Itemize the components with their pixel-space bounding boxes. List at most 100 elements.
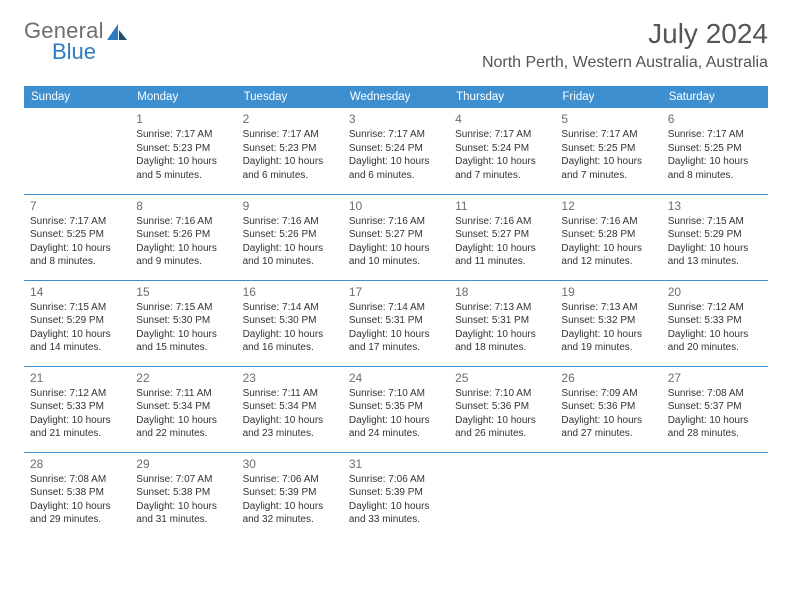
calendar-cell: 18Sunrise: 7:13 AMSunset: 5:31 PMDayligh… (449, 280, 555, 366)
col-tuesday: Tuesday (237, 86, 343, 108)
day-info: Sunrise: 7:16 AMSunset: 5:26 PMDaylight:… (243, 215, 337, 269)
day-info: Sunrise: 7:13 AMSunset: 5:31 PMDaylight:… (455, 301, 549, 355)
day-sunset: Sunset: 5:25 PM (30, 228, 124, 242)
day-daylight: Daylight: 10 hours and 7 minutes. (561, 155, 655, 182)
day-number: 1 (136, 112, 230, 126)
day-sunrise: Sunrise: 7:17 AM (668, 128, 762, 142)
calendar-cell: 14Sunrise: 7:15 AMSunset: 5:29 PMDayligh… (24, 280, 130, 366)
day-number: 12 (561, 199, 655, 213)
col-thursday: Thursday (449, 86, 555, 108)
calendar-cell: 8 Sunrise: 7:16 AMSunset: 5:26 PMDaylight… (130, 194, 236, 280)
day-info: Sunrise: 7:15 AMSunset: 5:29 PMDaylight:… (30, 301, 124, 355)
day-daylight: Daylight: 10 hours and 8 minutes. (668, 155, 762, 182)
day-daylight: Daylight: 10 hours and 26 minutes. (455, 414, 549, 441)
day-info: Sunrise: 7:12 AMSunset: 5:33 PMDaylight:… (30, 387, 124, 441)
calendar-cell: 20 Sunrise: 7:12 AMSunset: 5:33 PMDayligh… (662, 280, 768, 366)
day-sunset: Sunset: 5:32 PM (561, 314, 655, 328)
day-number: 10 (349, 199, 443, 213)
day-sunrise: Sunrise: 7:10 AM (455, 387, 549, 401)
day-info: Sunrise: 7:14 AMSunset: 5:31 PMDaylight:… (349, 301, 443, 355)
day-info: Sunrise: 7:15 AMSunset: 5:30 PMDaylight:… (136, 301, 230, 355)
calendar-cell: 5Sunrise: 7:17 AMSunset: 5:25 PMDaylight… (555, 108, 661, 194)
col-sunday: Sunday (24, 86, 130, 108)
day-info: Sunrise: 7:10 AMSunset: 5:35 PMDaylight:… (349, 387, 443, 441)
day-sunrise: Sunrise: 7:16 AM (349, 215, 443, 229)
calendar-cell: 22Sunrise: 7:11 AMSunset: 5:34 PMDayligh… (130, 366, 236, 452)
day-sunrise: Sunrise: 7:14 AM (243, 301, 337, 315)
day-daylight: Daylight: 10 hours and 5 minutes. (136, 155, 230, 182)
day-sunset: Sunset: 5:26 PM (243, 228, 337, 242)
day-sunrise: Sunrise: 7:15 AM (30, 301, 124, 315)
day-daylight: Daylight: 10 hours and 14 minutes. (30, 328, 124, 355)
day-sunset: Sunset: 5:38 PM (30, 486, 124, 500)
calendar-week: 14Sunrise: 7:15 AMSunset: 5:29 PMDayligh… (24, 280, 768, 366)
day-sunset: Sunset: 5:31 PM (455, 314, 549, 328)
page-header: GeneralBlue July 2024 North Perth, Weste… (24, 18, 768, 78)
day-number: 4 (455, 112, 549, 126)
day-daylight: Daylight: 10 hours and 8 minutes. (30, 242, 124, 269)
day-sunset: Sunset: 5:29 PM (668, 228, 762, 242)
day-sunrise: Sunrise: 7:08 AM (668, 387, 762, 401)
calendar-cell: 2Sunrise: 7:17 AMSunset: 5:23 PMDaylight… (237, 108, 343, 194)
day-sunrise: Sunrise: 7:17 AM (349, 128, 443, 142)
calendar-cell: 31Sunrise: 7:06 AMSunset: 5:39 PMDayligh… (343, 452, 449, 538)
day-sunset: Sunset: 5:36 PM (561, 400, 655, 414)
day-daylight: Daylight: 10 hours and 12 minutes. (561, 242, 655, 269)
day-sunset: Sunset: 5:26 PM (136, 228, 230, 242)
day-number: 16 (243, 285, 337, 299)
day-info: Sunrise: 7:12 AMSunset: 5:33 PMDaylight:… (668, 301, 762, 355)
calendar-week: 7Sunrise: 7:17 AMSunset: 5:25 PMDaylight… (24, 194, 768, 280)
col-friday: Friday (555, 86, 661, 108)
calendar-cell: 23Sunrise: 7:11 AMSunset: 5:34 PMDayligh… (237, 366, 343, 452)
day-info: Sunrise: 7:16 AMSunset: 5:28 PMDaylight:… (561, 215, 655, 269)
calendar-cell: 24Sunrise: 7:10 AMSunset: 5:35 PMDayligh… (343, 366, 449, 452)
day-daylight: Daylight: 10 hours and 16 minutes. (243, 328, 337, 355)
day-info: Sunrise: 7:17 AMSunset: 5:25 PMDaylight:… (561, 128, 655, 182)
day-sunset: Sunset: 5:36 PM (455, 400, 549, 414)
day-daylight: Daylight: 10 hours and 10 minutes. (243, 242, 337, 269)
day-info: Sunrise: 7:17 AMSunset: 5:23 PMDaylight:… (136, 128, 230, 182)
calendar-cell: 21Sunrise: 7:12 AMSunset: 5:33 PMDayligh… (24, 366, 130, 452)
day-daylight: Daylight: 10 hours and 21 minutes. (30, 414, 124, 441)
day-number: 8 (136, 199, 230, 213)
day-number: 15 (136, 285, 230, 299)
day-daylight: Daylight: 10 hours and 31 minutes. (136, 500, 230, 527)
calendar-week: 28Sunrise: 7:08 AMSunset: 5:38 PMDayligh… (24, 452, 768, 538)
day-sunrise: Sunrise: 7:12 AM (30, 387, 124, 401)
day-number: 11 (455, 199, 549, 213)
calendar-page: GeneralBlue July 2024 North Perth, Weste… (0, 0, 792, 562)
day-sunrise: Sunrise: 7:15 AM (136, 301, 230, 315)
day-number: 2 (243, 112, 337, 126)
day-sunrise: Sunrise: 7:17 AM (136, 128, 230, 142)
day-info: Sunrise: 7:16 AMSunset: 5:27 PMDaylight:… (349, 215, 443, 269)
day-number: 9 (243, 199, 337, 213)
calendar-cell: 11Sunrise: 7:16 AMSunset: 5:27 PMDayligh… (449, 194, 555, 280)
day-daylight: Daylight: 10 hours and 29 minutes. (30, 500, 124, 527)
day-number: 29 (136, 457, 230, 471)
day-info: Sunrise: 7:17 AMSunset: 5:24 PMDaylight:… (349, 128, 443, 182)
day-daylight: Daylight: 10 hours and 19 minutes. (561, 328, 655, 355)
calendar-cell: 19Sunrise: 7:13 AMSunset: 5:32 PMDayligh… (555, 280, 661, 366)
day-number: 27 (668, 371, 762, 385)
calendar-cell: 3Sunrise: 7:17 AMSunset: 5:24 PMDaylight… (343, 108, 449, 194)
day-sunset: Sunset: 5:38 PM (136, 486, 230, 500)
col-saturday: Saturday (662, 86, 768, 108)
day-daylight: Daylight: 10 hours and 33 minutes. (349, 500, 443, 527)
day-sunrise: Sunrise: 7:17 AM (30, 215, 124, 229)
calendar-cell (662, 452, 768, 538)
day-info: Sunrise: 7:14 AMSunset: 5:30 PMDaylight:… (243, 301, 337, 355)
day-info: Sunrise: 7:16 AMSunset: 5:26 PMDaylight:… (136, 215, 230, 269)
day-sunset: Sunset: 5:35 PM (349, 400, 443, 414)
day-number: 23 (243, 371, 337, 385)
day-sunset: Sunset: 5:34 PM (243, 400, 337, 414)
calendar-week: 21Sunrise: 7:12 AMSunset: 5:33 PMDayligh… (24, 366, 768, 452)
day-sunrise: Sunrise: 7:17 AM (561, 128, 655, 142)
day-info: Sunrise: 7:17 AMSunset: 5:25 PMDaylight:… (668, 128, 762, 182)
calendar-table: Sunday Monday Tuesday Wednesday Thursday… (24, 86, 768, 538)
calendar-cell (449, 452, 555, 538)
calendar-cell (24, 108, 130, 194)
day-number: 19 (561, 285, 655, 299)
day-number: 20 (668, 285, 762, 299)
calendar-cell: 12 Sunrise: 7:16 AMSunset: 5:28 PMDayligh… (555, 194, 661, 280)
day-sunrise: Sunrise: 7:17 AM (455, 128, 549, 142)
